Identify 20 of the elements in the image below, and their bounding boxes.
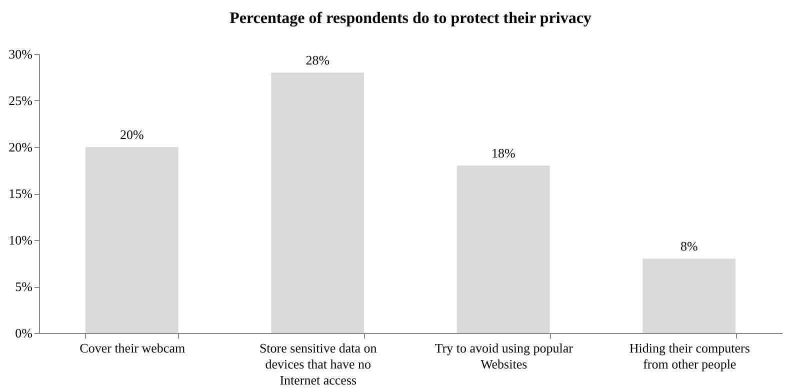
data-label: 20% [120,127,144,142]
data-label: 8% [680,238,698,254]
y-tick-label: 30% [8,46,33,62]
bar [85,147,178,333]
y-tick-label: 15% [8,186,33,201]
bar [271,72,364,333]
y-tick-label: 0% [15,326,33,340]
x-tick-label: Try to avoid using popular Websites [434,340,574,372]
x-tick-label: Hiding their computers from other people [629,340,750,372]
data-label: 28% [306,52,330,68]
x-tick-label: Store sensitive data on devices that have no Internet access [259,340,378,388]
x-tick-label: Cover their webcam [80,340,186,356]
y-tick-label: 5% [15,279,33,294]
chart-title: Percentage of respondents do to protect their privacy [230,10,592,27]
bar [456,166,550,333]
bar [642,258,736,333]
data-label: 18% [491,146,516,161]
y-tick-label: 25% [8,93,33,108]
y-tick-label: 10% [8,232,33,248]
y-tick-label: 20% [8,140,33,154]
